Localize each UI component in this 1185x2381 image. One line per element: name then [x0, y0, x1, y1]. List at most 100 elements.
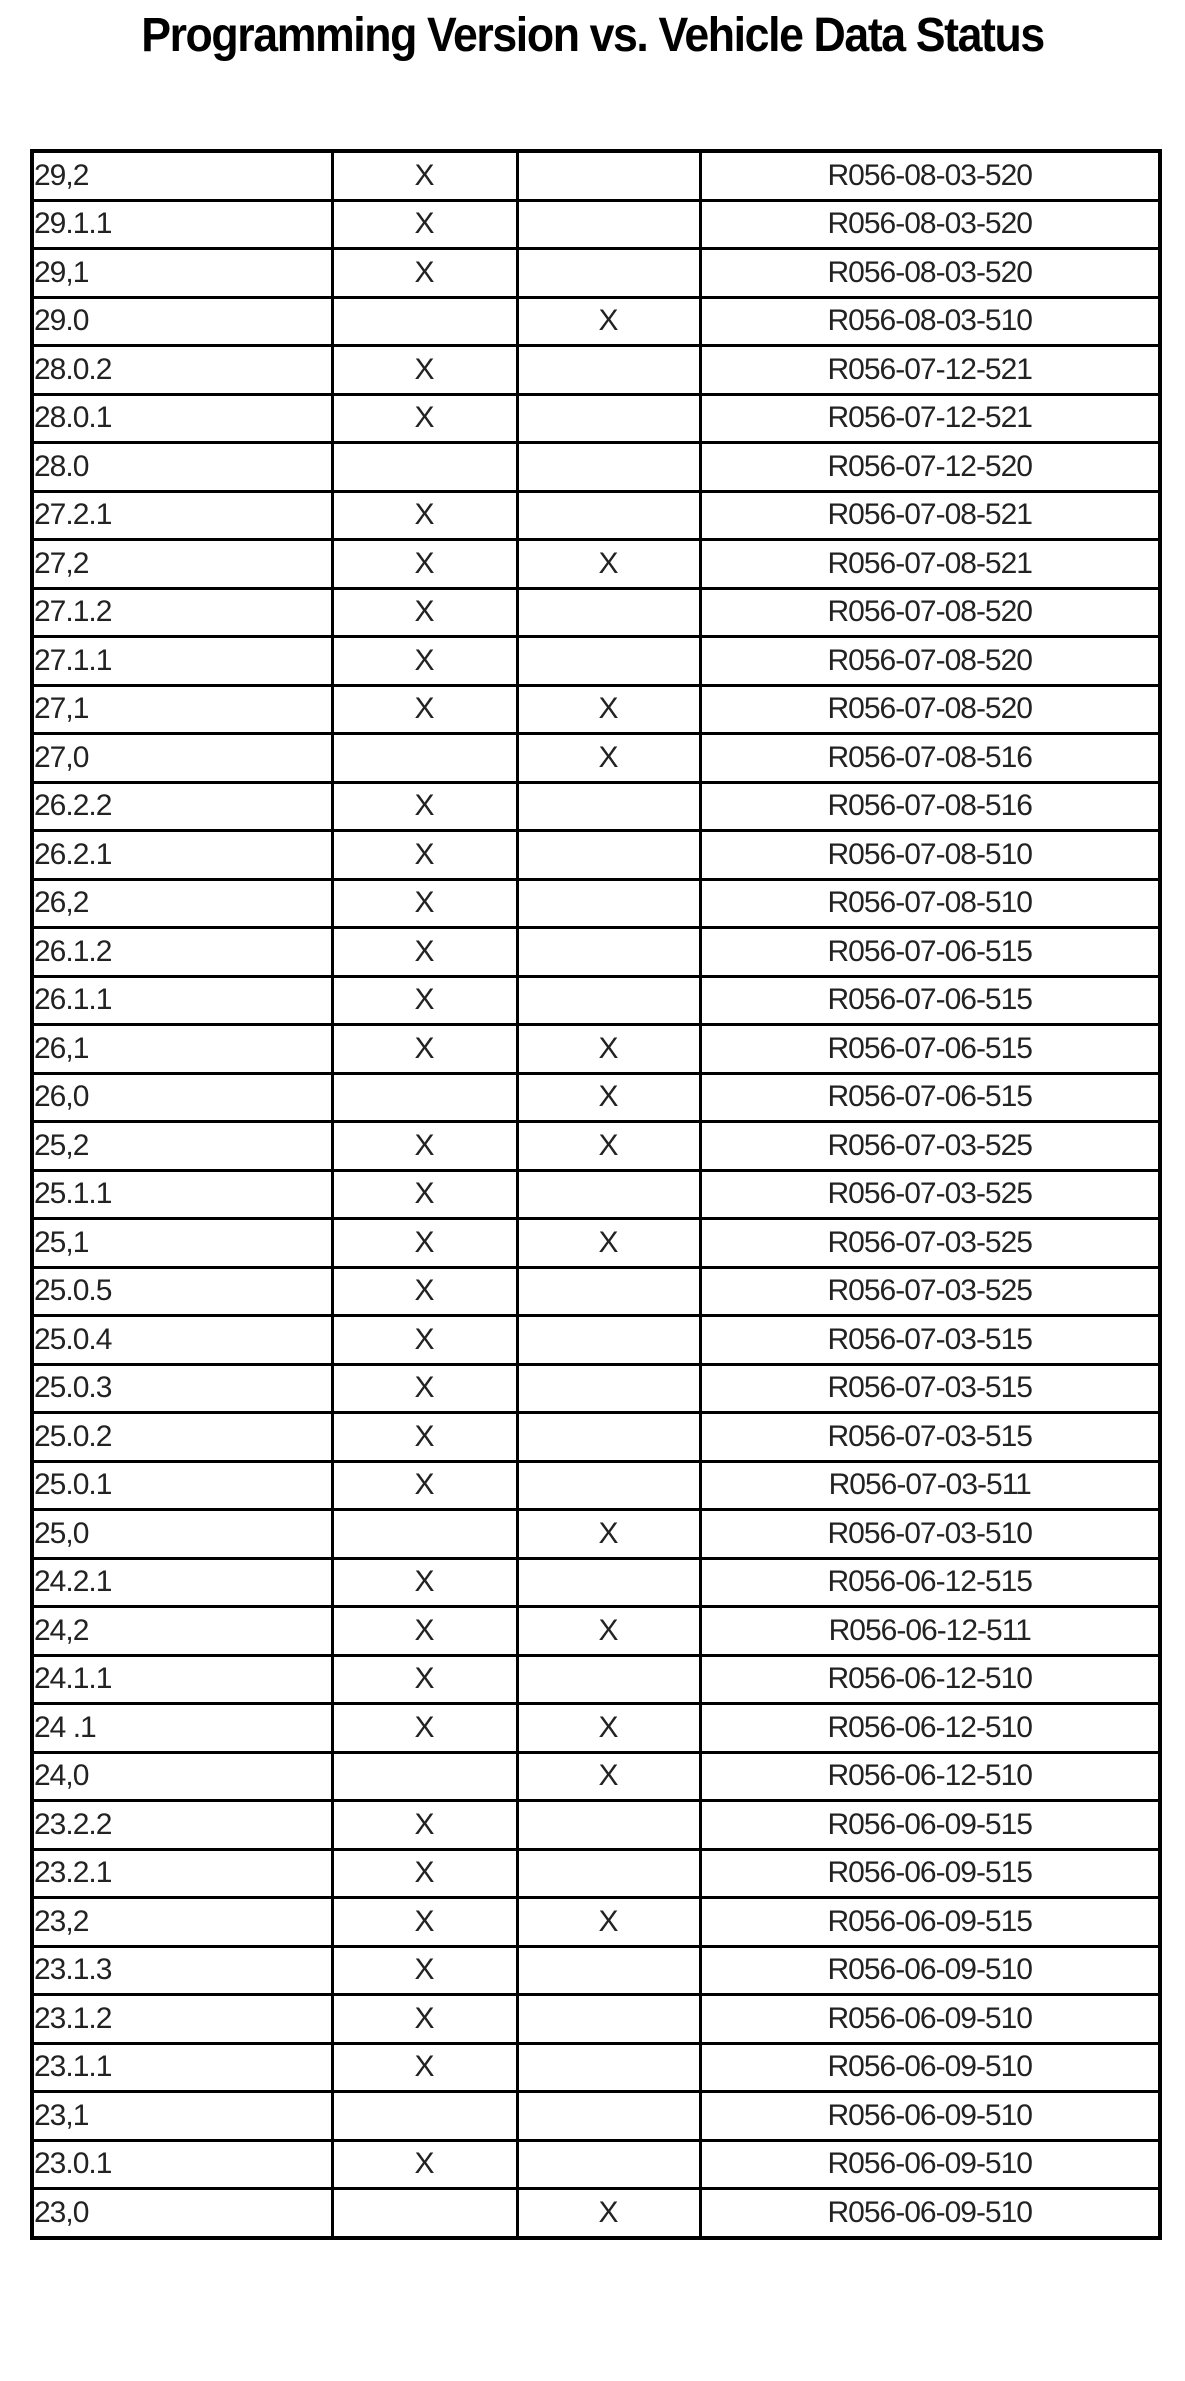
mark-cell-2 — [515, 198, 702, 250]
table-row: 25.0.2 X R056-07-03-515 — [30, 1411, 1162, 1463]
data-status-cell: R056-08-03-520 — [698, 247, 1162, 299]
mark-cell-2 — [515, 1168, 702, 1220]
data-status-cell: R056-06-12-510 — [698, 1702, 1162, 1754]
table-row: 24.1.1 X R056-06-12-510 — [30, 1653, 1162, 1705]
data-status-cell: R056-07-12-521 — [698, 344, 1162, 396]
mark-cell-2 — [515, 489, 702, 541]
table-body: 29,2 X R056-08-03-520 29.1.1 X R056-08-03-520… — [30, 149, 1162, 2239]
mark-cell-2 — [515, 829, 702, 881]
mark-cell-2: X — [515, 1896, 702, 1948]
mark-cell-2 — [515, 149, 702, 202]
version-cell: 27,2 — [30, 538, 334, 590]
version-cell: 24.2.1 — [30, 1556, 334, 1608]
version-cell: 28.0 — [30, 441, 334, 493]
table-row: 25.1.1 X R056-07-03-525 — [30, 1168, 1162, 1220]
mark-cell-1: X — [330, 247, 519, 299]
mark-cell-2 — [515, 877, 702, 929]
table-row: 24.2.1 X R056-06-12-515 — [30, 1556, 1162, 1608]
mark-cell-1: X — [330, 1702, 519, 1754]
table-row: 27.1.1 X R056-07-08-520 — [30, 635, 1162, 687]
table-row: 25.0.3 X R056-07-03-515 — [30, 1362, 1162, 1414]
mark-cell-1 — [330, 2187, 519, 2239]
mark-cell-1: X — [330, 149, 519, 202]
data-status-cell: R056-07-08-521 — [698, 489, 1162, 541]
mark-cell-1 — [330, 441, 519, 493]
mark-cell-1: X — [330, 1556, 519, 1608]
mark-cell-2: X — [515, 2187, 702, 2239]
mark-cell-1 — [330, 1508, 519, 1560]
data-status-cell: R056-07-06-515 — [698, 974, 1162, 1026]
data-status-cell: R056-07-08-520 — [698, 586, 1162, 638]
data-status-cell: R056-06-09-510 — [698, 2187, 1162, 2239]
table-row: 28.0.2 X R056-07-12-521 — [30, 344, 1162, 396]
mark-cell-2: X — [515, 732, 702, 784]
mark-cell-1: X — [330, 1459, 519, 1511]
mark-cell-2: X — [515, 683, 702, 735]
data-status-cell: R056-07-12-521 — [698, 392, 1162, 444]
version-cell: 25,2 — [30, 1120, 334, 1172]
version-cell: 26.2.1 — [30, 829, 334, 881]
version-cell: 24,0 — [30, 1750, 334, 1802]
mark-cell-2 — [515, 926, 702, 978]
version-cell: 23.2.1 — [30, 1847, 334, 1899]
data-status-cell: R056-06-09-510 — [698, 1993, 1162, 2045]
mark-cell-1: X — [330, 1023, 519, 1075]
table-row: 28.0 R056-07-12-520 — [30, 441, 1162, 493]
table-row: 25,0 X R056-07-03-510 — [30, 1508, 1162, 1560]
version-cell: 24 .1 — [30, 1702, 334, 1754]
mark-cell-2 — [515, 247, 702, 299]
mark-cell-1: X — [330, 974, 519, 1026]
table-row: 23.0.1 X R056-06-09-510 — [30, 2138, 1162, 2190]
mark-cell-2 — [515, 1799, 702, 1851]
version-cell: 29.0 — [30, 295, 334, 347]
data-status-cell: R056-07-08-521 — [698, 538, 1162, 590]
mark-cell-1 — [330, 1750, 519, 1802]
version-cell: 26,1 — [30, 1023, 334, 1075]
mark-cell-1: X — [330, 1314, 519, 1366]
mark-cell-1: X — [330, 780, 519, 832]
version-cell: 26,0 — [30, 1071, 334, 1123]
table-row: 23,1 R056-06-09-510 — [30, 2090, 1162, 2142]
version-cell: 23,2 — [30, 1896, 334, 1948]
data-status-cell: R056-07-08-516 — [698, 780, 1162, 832]
mark-cell-1: X — [330, 1847, 519, 1899]
mark-cell-1: X — [330, 1993, 519, 2045]
table-row: 26,1 X X R056-07-06-515 — [30, 1023, 1162, 1075]
mark-cell-2: X — [515, 295, 702, 347]
page-title: Programming Version vs. Vehicle Data Sta… — [141, 9, 1045, 62]
table-row: 25,1 X X R056-07-03-525 — [30, 1217, 1162, 1269]
table-row: 26,0 X R056-07-06-515 — [30, 1071, 1162, 1123]
version-cell: 23.0.1 — [30, 2138, 334, 2190]
table-row: 28.0.1 X R056-07-12-521 — [30, 392, 1162, 444]
mark-cell-1: X — [330, 635, 519, 687]
mark-cell-2 — [515, 586, 702, 638]
data-status-cell: R056-07-03-510 — [698, 1508, 1162, 1560]
data-status-cell: R056-07-06-515 — [698, 1023, 1162, 1075]
mark-cell-2 — [515, 441, 702, 493]
table-row: 29,2 X R056-08-03-520 — [30, 149, 1162, 202]
mark-cell-2 — [515, 1993, 702, 2045]
data-status-cell: R056-06-09-510 — [698, 2041, 1162, 2093]
version-cell: 27,1 — [30, 683, 334, 735]
version-cell: 29,2 — [30, 149, 334, 202]
mark-cell-1 — [330, 2090, 519, 2142]
table-row: 24 .1 X X R056-06-12-510 — [30, 1702, 1162, 1754]
version-cell: 23,0 — [30, 2187, 334, 2239]
table-row: 25,2 X X R056-07-03-525 — [30, 1120, 1162, 1172]
version-cell: 28.0.2 — [30, 344, 334, 396]
mark-cell-1: X — [330, 1944, 519, 1996]
version-cell: 27.1.2 — [30, 586, 334, 638]
data-status-cell: R056-07-08-510 — [698, 829, 1162, 881]
data-status-cell: R056-07-08-520 — [698, 683, 1162, 735]
version-cell: 23.1.2 — [30, 1993, 334, 2045]
mark-cell-1: X — [330, 1653, 519, 1705]
mark-cell-1: X — [330, 1362, 519, 1414]
version-cell: 23,1 — [30, 2090, 334, 2142]
mark-cell-2 — [515, 1556, 702, 1608]
version-cell: 26,2 — [30, 877, 334, 929]
data-status-cell: R056-07-12-520 — [698, 441, 1162, 493]
data-status-cell: R056-07-08-510 — [698, 877, 1162, 929]
mark-cell-2 — [515, 1944, 702, 1996]
mark-cell-2: X — [515, 1605, 702, 1657]
mark-cell-1: X — [330, 1265, 519, 1317]
